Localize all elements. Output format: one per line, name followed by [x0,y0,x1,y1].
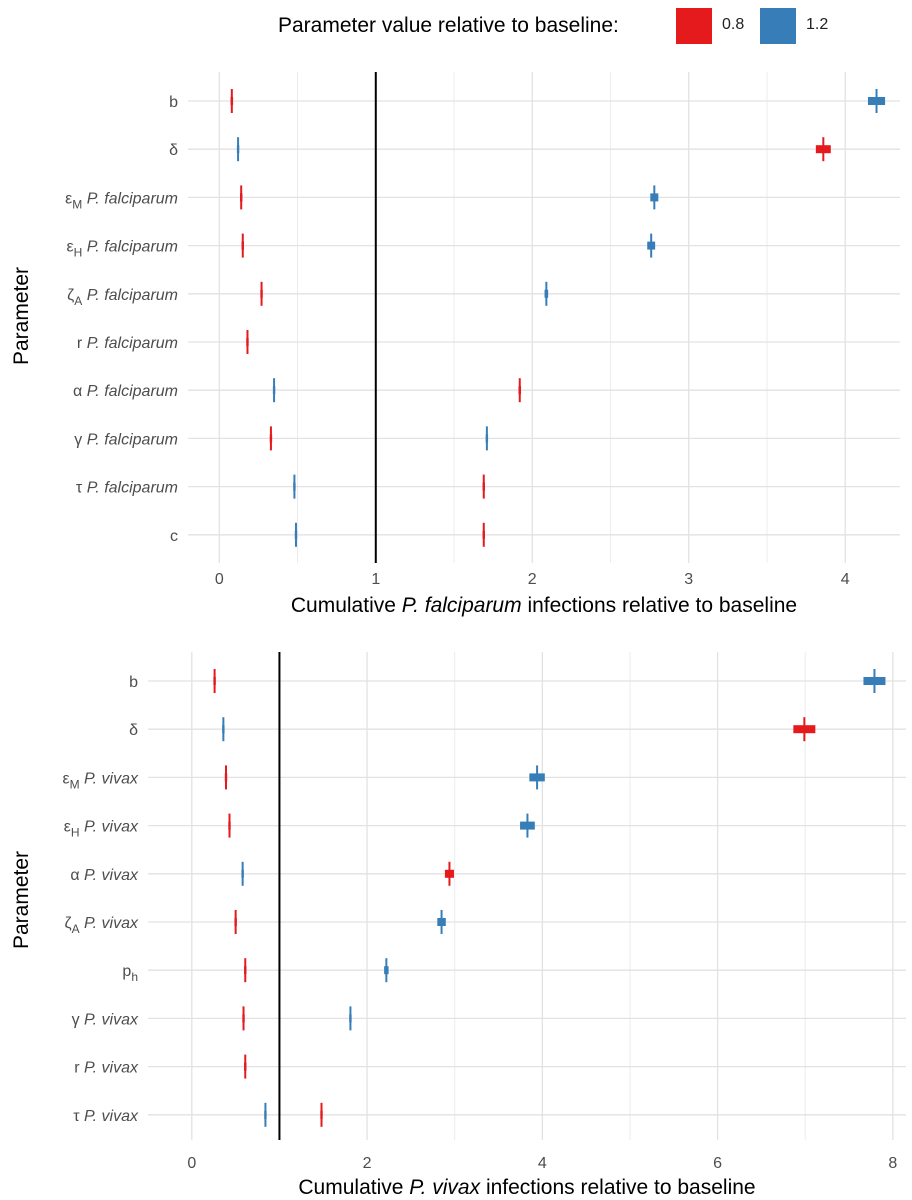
legend-title: Parameter value relative to baseline: [278,14,619,37]
y-tick-label: r P. falciparum [77,335,178,352]
x-tick-label: 4 [841,571,850,588]
legend-key-0.8 [676,8,712,44]
y-tick-label: εH P. falciparum [66,239,178,260]
x-tick-label: 2 [363,1155,372,1172]
y-tick-label: b [129,674,138,691]
y-tick-label: α P. vivax [70,867,139,884]
legend: Parameter value relative to baseline: 0.… [0,4,912,44]
x-tick-label: 6 [713,1155,722,1172]
x-axis-label: Cumulative P. vivax infections relative … [298,1176,755,1199]
legend-label-1.2: 1.2 [806,16,829,33]
x-axis-label: Cumulative P. falciparum infections rela… [291,594,797,617]
y-tick-label: γ P. falciparum [74,431,178,448]
y-tick-label: α P. falciparum [73,383,178,400]
y-tick-label: εM P. falciparum [65,190,178,211]
x-tick-label: 4 [538,1155,547,1172]
legend-label-0.8: 0.8 [722,16,745,33]
y-tick-label: τ P. vivax [73,1108,139,1125]
y-tick-label: δ [169,142,178,159]
x-tick-label: 3 [684,571,693,588]
y-tick-label: εH P. vivax [64,819,139,840]
x-tick-label: 0 [187,1155,196,1172]
y-tick-label: b [169,94,178,111]
falciparum-chart: b δ εM P. falciparum εH P. falciparum ζA P. … [10,72,900,617]
y-tick-label: δ [129,722,138,739]
y-tick-label: εM P. vivax [62,770,139,791]
y-tick-label: ph [122,963,138,984]
x-tick-label: 1 [371,571,380,588]
y-tick-label: ζA P. falciparum [67,287,178,308]
y-tick-label: c [170,528,178,545]
y-tick-label: ζA P. vivax [65,915,139,936]
legend-key-1.2 [760,8,796,44]
x-tick-label: 0 [215,571,224,588]
y-tick-label: r P. vivax [74,1060,139,1077]
x-tick-label: 2 [528,571,537,588]
y-axis-label: Parameter [10,267,33,365]
y-tick-label: τ P. falciparum [76,480,178,497]
y-tick-label: γ P. vivax [72,1011,139,1028]
x-tick-label: 8 [888,1155,897,1172]
y-axis-label: Parameter [10,851,33,949]
